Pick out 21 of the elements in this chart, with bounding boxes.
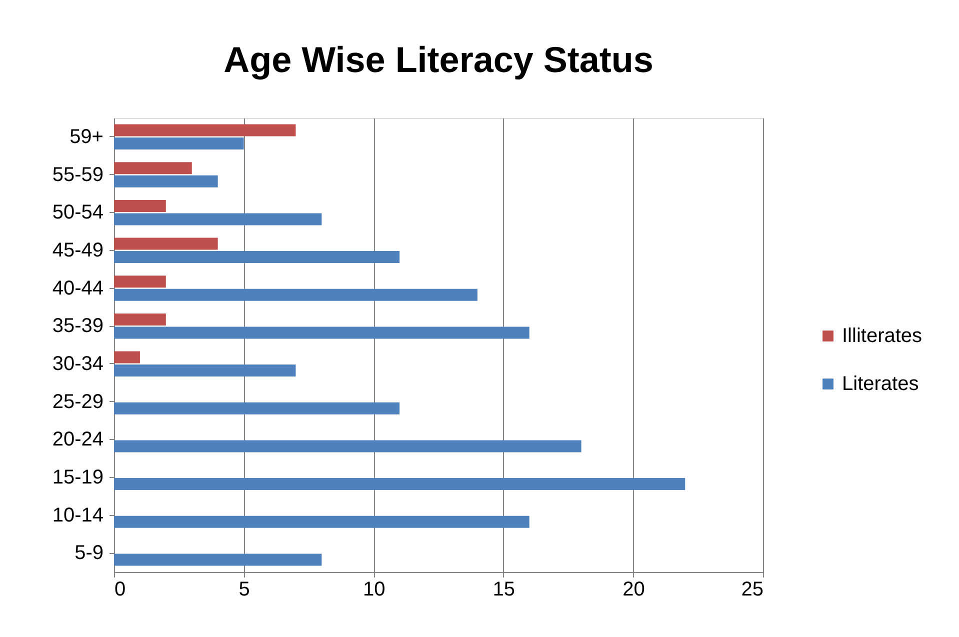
x-tick-label: 25: [741, 578, 764, 600]
chart-title: Age Wise Literacy Status: [224, 39, 654, 80]
legend-label: Literates: [842, 373, 919, 395]
x-tick-label: 0: [114, 578, 126, 600]
y-tick-label: 5-9: [74, 542, 104, 564]
y-tick-label: 45-49: [52, 239, 104, 262]
y-tick-label: 40-44: [52, 277, 104, 300]
y-tick-label: 10-14: [52, 504, 104, 526]
x-tick-label: 15: [492, 578, 516, 600]
x-tick-label: 10: [362, 578, 386, 600]
y-tick-label: 50-54: [52, 202, 104, 224]
y-tick-label: 35-39: [52, 315, 104, 338]
y-tick-label: 25-29: [52, 390, 104, 413]
x-tick-label: 20: [622, 578, 645, 600]
x-tick-label: 5: [238, 578, 250, 600]
y-tick-label: 15-19: [52, 466, 104, 488]
y-tick-label: 55-59: [52, 164, 104, 186]
legend-label: Illiterates: [842, 325, 922, 347]
y-tick-label: 20-24: [52, 428, 104, 451]
y-tick-label: 30-34: [52, 352, 104, 375]
y-tick-label: 59+: [70, 126, 104, 148]
